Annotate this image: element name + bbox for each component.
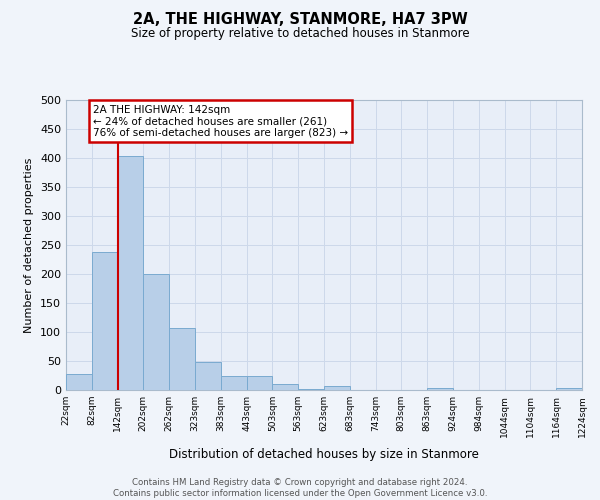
Text: Size of property relative to detached houses in Stanmore: Size of property relative to detached ho… [131, 28, 469, 40]
Y-axis label: Number of detached properties: Number of detached properties [25, 158, 34, 332]
Bar [556, 388, 582, 390]
Text: 2A THE HIGHWAY: 142sqm
← 24% of detached houses are smaller (261)
76% of semi-de: 2A THE HIGHWAY: 142sqm ← 24% of detached… [93, 104, 348, 138]
X-axis label: Distribution of detached houses by size in Stanmore: Distribution of detached houses by size … [169, 448, 479, 461]
Bar [92, 252, 118, 390]
Bar [247, 376, 272, 390]
Text: 2A, THE HIGHWAY, STANMORE, HA7 3PW: 2A, THE HIGHWAY, STANMORE, HA7 3PW [133, 12, 467, 28]
Bar [143, 274, 169, 390]
Bar [298, 389, 324, 390]
Bar [272, 384, 298, 390]
Bar [66, 374, 92, 390]
Text: Contains HM Land Registry data © Crown copyright and database right 2024.
Contai: Contains HM Land Registry data © Crown c… [113, 478, 487, 498]
Bar [324, 386, 350, 390]
Bar [195, 362, 221, 390]
Bar [118, 156, 143, 390]
Bar [427, 388, 453, 390]
Bar [221, 376, 247, 390]
Bar [169, 328, 195, 390]
